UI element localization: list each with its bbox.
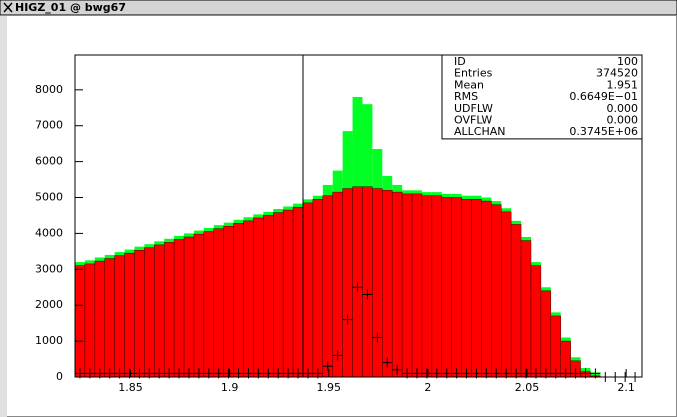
data-cross bbox=[382, 357, 393, 368]
stats-value: 0.3745E+06 bbox=[569, 125, 638, 138]
y-tick-label: 8000 bbox=[35, 83, 63, 96]
histogram-bar bbox=[302, 202, 314, 378]
histogram-bar bbox=[193, 233, 205, 378]
data-cross bbox=[352, 282, 363, 293]
histogram-bar bbox=[243, 220, 254, 378]
histogram-bar bbox=[491, 204, 502, 378]
stats-value: 0.000 bbox=[607, 102, 639, 115]
histogram-bar bbox=[411, 193, 423, 378]
histogram-bar bbox=[154, 244, 165, 378]
histogram-bar bbox=[84, 263, 96, 378]
histogram-bar bbox=[203, 231, 215, 378]
histogram-bar bbox=[273, 212, 284, 378]
histogram-bar bbox=[144, 247, 155, 378]
x-tick-label: 1.85 bbox=[118, 381, 143, 394]
histogram-bar bbox=[163, 242, 175, 378]
histogram-bar bbox=[540, 290, 552, 378]
histogram-bar bbox=[481, 200, 492, 378]
histogram-bar bbox=[292, 206, 304, 378]
histogram-bar bbox=[332, 191, 343, 378]
histogram-bar bbox=[134, 250, 145, 378]
x-tick-label: 1.95 bbox=[317, 381, 342, 394]
stats-value: 374520 bbox=[596, 67, 638, 80]
histogram-bar bbox=[114, 255, 125, 378]
stats-label: ALLCHAN bbox=[454, 125, 506, 138]
plot-frame bbox=[74, 54, 643, 378]
histogram-bar bbox=[461, 199, 472, 378]
window-title: HIGZ_01 @ bwg67 bbox=[15, 1, 126, 14]
histogram-bar bbox=[391, 191, 403, 378]
histogram-bar bbox=[451, 197, 462, 378]
data-cross bbox=[372, 332, 383, 343]
y-tick-label: 5000 bbox=[35, 191, 63, 204]
histogram-bar bbox=[550, 315, 561, 378]
histogram-bar bbox=[74, 265, 86, 378]
histogram-bar bbox=[263, 215, 274, 378]
histogram-bar bbox=[233, 223, 244, 378]
stats-box bbox=[441, 54, 643, 140]
histogram-bar bbox=[253, 217, 264, 378]
data-cross bbox=[342, 314, 353, 325]
histogram-bar bbox=[342, 188, 353, 378]
histogram-bar bbox=[173, 239, 185, 378]
histogram-bar bbox=[322, 195, 333, 378]
stats-label: Entries bbox=[454, 67, 493, 80]
stats-label: RMS bbox=[454, 90, 478, 103]
x-icon bbox=[3, 2, 13, 13]
histogram-bar bbox=[124, 252, 135, 378]
histogram-bar bbox=[94, 260, 105, 378]
histogram-bar bbox=[471, 199, 482, 378]
x-tick-label: 2.1 bbox=[617, 381, 635, 394]
x-tick-label: 1.9 bbox=[221, 381, 239, 394]
histogram-bar bbox=[362, 186, 373, 378]
y-tick-label: 0 bbox=[56, 370, 63, 383]
y-tick-label: 2000 bbox=[35, 298, 63, 311]
stats-value: 1.951 bbox=[607, 78, 639, 91]
histogram-bar bbox=[421, 195, 433, 378]
stats-value: 100 bbox=[617, 55, 638, 68]
data-cross bbox=[392, 364, 403, 375]
data-cross bbox=[322, 361, 333, 372]
histogram-bar bbox=[441, 197, 452, 378]
histogram-bar bbox=[500, 211, 512, 378]
x-tick-label: 2 bbox=[424, 381, 431, 394]
stats-label: Mean bbox=[454, 78, 484, 91]
data-cross bbox=[362, 289, 373, 300]
histogram-bar bbox=[510, 224, 522, 378]
window-border bbox=[0, 16, 7, 417]
histogram-bar bbox=[520, 240, 532, 378]
y-tick-label: 1000 bbox=[35, 334, 63, 347]
stats-value: 0.6649E−01 bbox=[569, 90, 638, 103]
histogram-bar bbox=[223, 225, 234, 378]
histogram-bar bbox=[530, 265, 542, 378]
stats-label: UDFLW bbox=[454, 102, 493, 115]
histogram-bar bbox=[213, 228, 224, 378]
histogram-bar bbox=[104, 258, 115, 378]
stats-label: OVFLW bbox=[454, 114, 492, 127]
y-tick-label: 3000 bbox=[35, 262, 63, 275]
histogram-bar bbox=[382, 190, 393, 378]
stats-label: ID bbox=[454, 55, 466, 68]
histogram-bar bbox=[282, 209, 294, 378]
histogram-bar bbox=[401, 193, 413, 378]
stats-value: 0.000 bbox=[607, 114, 639, 127]
x-tick-label: 2.05 bbox=[515, 381, 540, 394]
y-tick-label: 6000 bbox=[35, 155, 63, 168]
y-tick-label: 4000 bbox=[35, 226, 63, 239]
histogram-bar bbox=[183, 236, 195, 378]
histogram-bar bbox=[352, 186, 363, 378]
data-cross bbox=[332, 350, 343, 361]
y-tick-label: 7000 bbox=[35, 119, 63, 132]
histogram-bar bbox=[312, 199, 324, 378]
histogram-bar bbox=[431, 195, 443, 378]
histogram-bar bbox=[372, 188, 383, 378]
